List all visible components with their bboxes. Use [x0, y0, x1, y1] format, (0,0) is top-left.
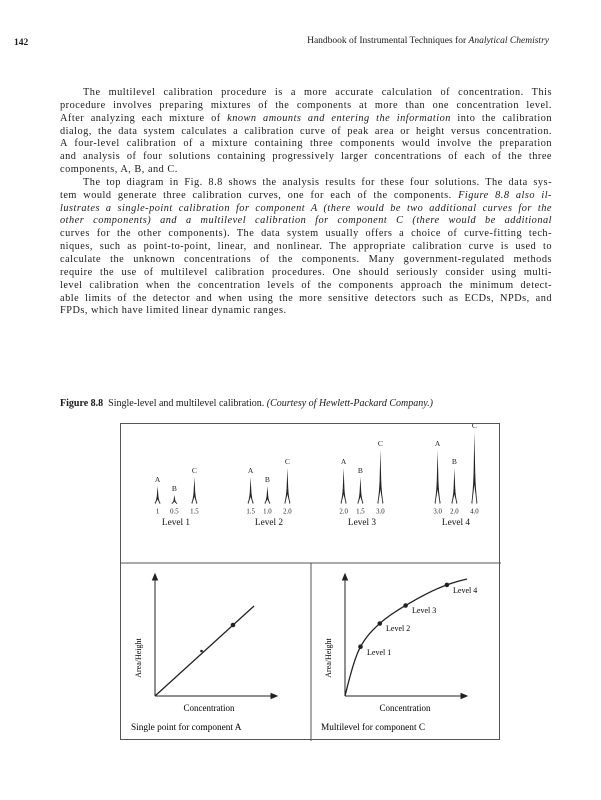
svg-text:2.0: 2.0: [283, 509, 292, 516]
svg-text:Level 4: Level 4: [442, 518, 470, 528]
svg-text:A: A: [435, 439, 441, 448]
svg-text:Single point for component A: Single point for component A: [131, 722, 242, 733]
svg-text:Area/Height: Area/Height: [324, 637, 333, 677]
svg-text:C: C: [472, 424, 477, 430]
svg-text:Level 1: Level 1: [162, 518, 190, 528]
svg-text:2.0: 2.0: [450, 509, 459, 516]
svg-text:Level 2: Level 2: [386, 624, 410, 633]
svg-text:3.0: 3.0: [433, 509, 442, 516]
svg-text:A: A: [155, 475, 161, 484]
svg-text:B: B: [358, 466, 363, 475]
svg-text:B: B: [265, 475, 270, 484]
svg-text:Level 4: Level 4: [453, 586, 477, 595]
svg-text:C: C: [192, 466, 197, 475]
svg-text:1.5: 1.5: [356, 509, 365, 516]
svg-text:2.0: 2.0: [339, 509, 348, 516]
svg-text:C: C: [378, 439, 383, 448]
svg-text:B: B: [172, 484, 177, 493]
svg-text:Level 1: Level 1: [367, 648, 391, 657]
svg-text:Area/Height: Area/Height: [134, 637, 143, 677]
svg-text:Level 3: Level 3: [348, 518, 376, 528]
svg-text:Level 3: Level 3: [412, 606, 436, 615]
svg-text:1.5: 1.5: [190, 509, 199, 516]
svg-text:A: A: [341, 457, 347, 466]
svg-text:C: C: [285, 457, 290, 466]
svg-text:B: B: [452, 457, 457, 466]
svg-text:4.0: 4.0: [470, 509, 479, 516]
svg-text:Concentration: Concentration: [380, 703, 431, 713]
svg-text:1: 1: [156, 509, 159, 516]
svg-text:A: A: [248, 466, 254, 475]
svg-text:1.0: 1.0: [263, 509, 272, 516]
svg-text:Concentration: Concentration: [184, 703, 235, 713]
svg-text:0.5: 0.5: [170, 509, 179, 516]
svg-text:1.5: 1.5: [246, 509, 255, 516]
svg-text:Level 2: Level 2: [255, 518, 283, 528]
svg-text:3.0: 3.0: [376, 509, 385, 516]
svg-text:Multilevel for component C: Multilevel for component C: [321, 722, 425, 733]
